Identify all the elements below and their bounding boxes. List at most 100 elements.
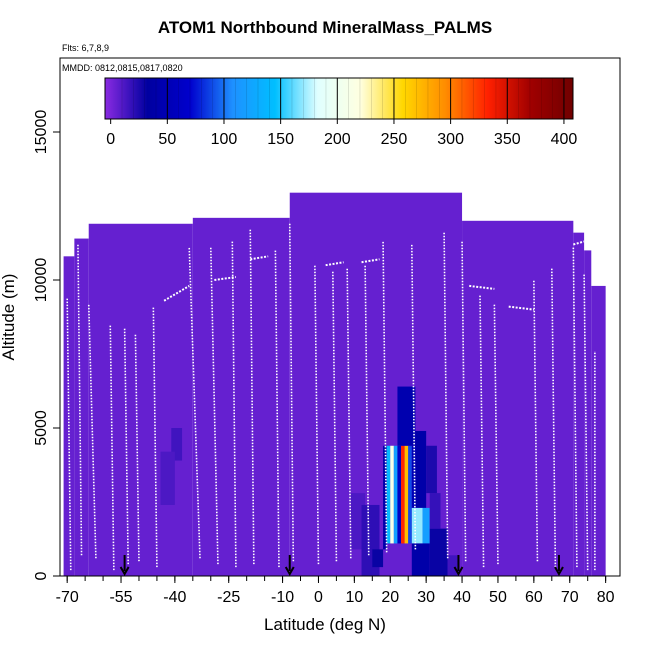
flight-profile [550,268,557,568]
plot-frame [59,57,621,577]
flights-label: Flts: 6,7,8,9 [62,43,110,53]
heatmap-cell [411,445,416,544]
flight-leg [214,276,237,281]
curtain-segment [462,220,574,577]
arrow-head [554,566,564,577]
colorbar-tick-label: 50 [158,131,176,148]
colorbar-tick-label: 200 [324,131,351,148]
heatmap-cell [429,528,448,576]
flight-profile [332,271,338,562]
flight-profile [77,244,83,556]
curtain-segment [74,238,89,576]
heatmap-cell [411,507,423,544]
colorbar-tick-label: 0 [106,131,115,148]
flight-profile [152,306,158,568]
x-tick-label: -70 [56,589,79,606]
x-axis-label: Latitude (deg N) [264,615,386,634]
heatmap-cell [429,493,441,529]
x-tick-label: 50 [489,589,507,606]
x-tick-label: -10 [271,589,294,606]
curtain-segment [584,250,592,576]
heatmap-cell [393,445,398,544]
x-tick-label: 60 [525,589,543,606]
flight-profile [188,247,201,559]
heatmap-cell [408,445,412,544]
heatmap-cell [415,430,427,508]
flight-profile [479,294,485,568]
flight-profile [583,274,589,571]
colorbar-tick-label: 300 [437,131,464,148]
y-tick-label: 15000 [33,110,50,155]
arrow-layer [119,555,564,577]
colorbar-tick-label: 150 [267,131,294,148]
flight-leg [325,261,344,267]
heatmap-cell [401,445,405,544]
arrow-marker [119,555,130,577]
flight-profile [87,303,97,559]
arrow-head [119,566,130,577]
flight-leg [250,255,269,261]
arrow-marker [554,555,564,577]
x-tick-label: 10 [345,589,363,606]
colorbar-tick-label: 350 [494,131,521,148]
heatmap-cell [411,543,430,576]
flight-profile [231,241,237,568]
heatmap-cell [386,445,391,544]
colorbar: 0 50 100 150 200 250 300 350 400 [104,77,577,148]
curtain-segment [591,285,606,576]
arrow-head [284,566,295,577]
curtain-segment [192,217,290,576]
axes: -70 -55 -40 -25 -10 0 10 20 30 40 50 60 70 80 0 5000 100… [33,110,615,606]
flight-profile [109,324,115,571]
flight-profile [533,279,539,562]
arrow-marker [284,555,295,577]
x-tick-label: 0 [314,589,323,606]
plot-layer [63,192,606,577]
flight-profile [66,297,72,571]
x-tick-label: -40 [163,589,186,606]
x-tick-label: 20 [381,589,399,606]
flight-profile [443,232,449,559]
flight-profile [123,327,130,565]
curtain-segment [88,223,193,576]
dates-label: MMDD: 0812,0815,0817,0820 [62,63,183,73]
y-tick-label: 10000 [33,258,50,303]
flight-leg [508,305,534,311]
cell-layer [160,386,459,576]
curtain-segment [573,232,585,576]
flight-profile [572,247,578,568]
flight-profile [134,333,140,562]
colorbar-tick-label: 100 [211,131,238,148]
colorbar-gradient [105,78,573,119]
y-tick-label: 5000 [33,410,50,446]
colorbar-tick-label: 250 [381,131,408,148]
flight-leg [469,284,495,290]
heatmap-cell [390,445,394,544]
y-tick-label: 0 [33,571,50,580]
heatmap-cell [372,549,384,568]
flight-profile [346,268,352,559]
flight-profile [314,265,320,565]
heatmap-cell [160,451,175,505]
x-tick-label: -25 [217,589,240,606]
flight-profile [461,241,467,562]
heatmap-cell [422,507,430,544]
flight-leg [163,285,190,302]
x-tick-label: 30 [417,589,435,606]
flight-leg [573,240,585,246]
flight-profile [209,247,219,565]
heatmap-cell [171,428,183,461]
arrow-marker [453,555,464,577]
flight-profile [288,223,295,562]
y-axis-label: Altitude (m) [0,274,18,361]
colorbar-frame [104,77,574,120]
track-layer [66,223,596,571]
heatmap-cell [397,386,416,446]
heatmap-cell [447,555,459,576]
flight-leg [361,258,380,264]
flight-profile [382,241,388,553]
arrow-head [453,566,464,577]
flight-profile [493,303,499,565]
